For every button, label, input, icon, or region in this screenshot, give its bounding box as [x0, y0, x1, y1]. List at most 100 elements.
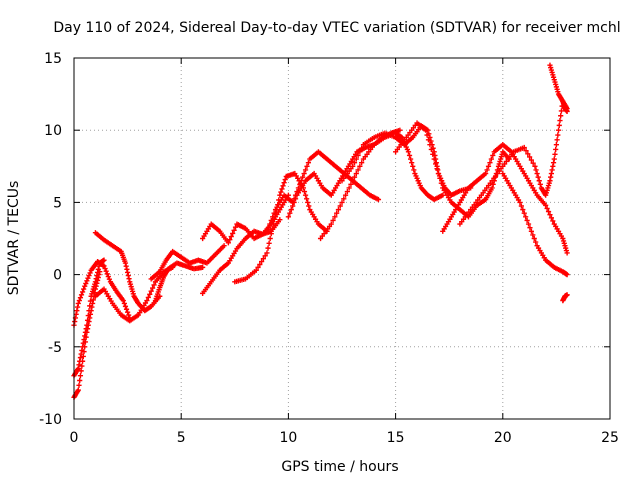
data-point — [79, 289, 86, 295]
data-point — [304, 196, 310, 202]
series-arc-19 — [547, 62, 570, 115]
data-point — [262, 253, 268, 259]
data-point — [77, 373, 84, 379]
data-point — [122, 303, 129, 309]
chart-title: Day 110 of 2024, Sidereal Day-to-day VTE… — [53, 20, 620, 36]
data-point — [353, 156, 359, 162]
data-point — [350, 178, 356, 184]
data-point — [101, 263, 107, 269]
data-point — [74, 304, 81, 310]
data-point — [543, 202, 549, 208]
data-point — [147, 291, 153, 297]
data-point — [304, 163, 310, 169]
data-point — [279, 186, 285, 192]
data-point — [550, 218, 556, 224]
data-point — [527, 225, 533, 231]
data-point — [77, 355, 84, 361]
data-point — [82, 283, 88, 289]
series-arc-17 — [457, 98, 570, 227]
data-point — [124, 266, 130, 272]
data-point — [83, 280, 89, 287]
data-point — [551, 156, 557, 162]
data-point — [359, 160, 365, 166]
data-point — [292, 196, 299, 202]
y-tick-label: 5 — [53, 195, 62, 211]
data-point — [302, 192, 309, 198]
data-point — [532, 163, 538, 169]
data-point — [533, 167, 539, 173]
data-point — [353, 170, 359, 177]
x-tick-labels: 0 5 10 15 20 25 — [70, 430, 619, 446]
data-point — [555, 127, 562, 133]
data-point — [427, 142, 433, 148]
data-point — [270, 214, 276, 220]
data-point — [553, 142, 559, 148]
data-point — [346, 185, 352, 191]
data-point — [556, 122, 562, 128]
data-point — [406, 152, 413, 159]
data-point — [96, 263, 102, 269]
data-point — [84, 326, 91, 332]
data-point — [259, 259, 265, 265]
data-point — [530, 160, 536, 166]
data-point — [78, 292, 85, 298]
data-point — [488, 156, 494, 162]
data-point — [344, 188, 350, 195]
data-point — [288, 207, 294, 213]
data-point — [525, 151, 531, 157]
data-point — [301, 188, 308, 195]
data-point — [89, 304, 95, 310]
data-point — [75, 365, 81, 372]
data-point — [281, 180, 287, 186]
x-tick-label: 10 — [279, 430, 297, 446]
y-tick-label: 15 — [44, 51, 62, 67]
data-point — [80, 353, 86, 360]
series-arc-08 — [200, 217, 283, 246]
data-point — [328, 221, 334, 227]
data-point — [487, 160, 493, 166]
data-point — [553, 146, 559, 153]
x-tick-label: 25 — [601, 430, 619, 446]
x-tick-label: 15 — [387, 430, 405, 446]
data-point — [558, 108, 565, 114]
data-point — [306, 203, 312, 209]
data-point — [79, 363, 85, 369]
data-point — [409, 160, 415, 166]
data-point — [96, 272, 102, 278]
data-point — [484, 167, 490, 173]
data-point — [438, 180, 444, 186]
data-point — [527, 154, 533, 160]
data-point — [265, 225, 271, 231]
data-point — [265, 245, 271, 251]
x-tick-label: 0 — [70, 430, 79, 446]
data-point — [424, 132, 430, 138]
y-tick-label: -5 — [48, 340, 62, 356]
series-arc-16 — [440, 142, 570, 256]
data-point — [266, 240, 272, 246]
data-point — [557, 117, 563, 124]
data-point — [291, 199, 297, 205]
data-point — [268, 217, 274, 224]
data-point — [260, 256, 266, 262]
data-point — [547, 178, 553, 184]
data-point — [350, 163, 356, 169]
data-point — [282, 176, 288, 183]
data-point — [408, 156, 414, 162]
data-point — [564, 250, 570, 256]
data-point — [530, 232, 536, 238]
data-point — [549, 167, 555, 173]
data-point — [82, 339, 89, 345]
data-point — [84, 329, 90, 335]
data-point — [523, 214, 529, 220]
data-point — [518, 203, 524, 209]
data-point — [351, 160, 358, 166]
data-point — [269, 226, 275, 232]
data-point — [548, 170, 554, 177]
data-point — [86, 318, 92, 325]
gridlines — [74, 58, 610, 419]
data-point — [120, 297, 126, 304]
data-point — [125, 272, 131, 279]
data-point — [355, 167, 361, 173]
data-point — [528, 157, 534, 163]
data-point — [564, 108, 570, 115]
